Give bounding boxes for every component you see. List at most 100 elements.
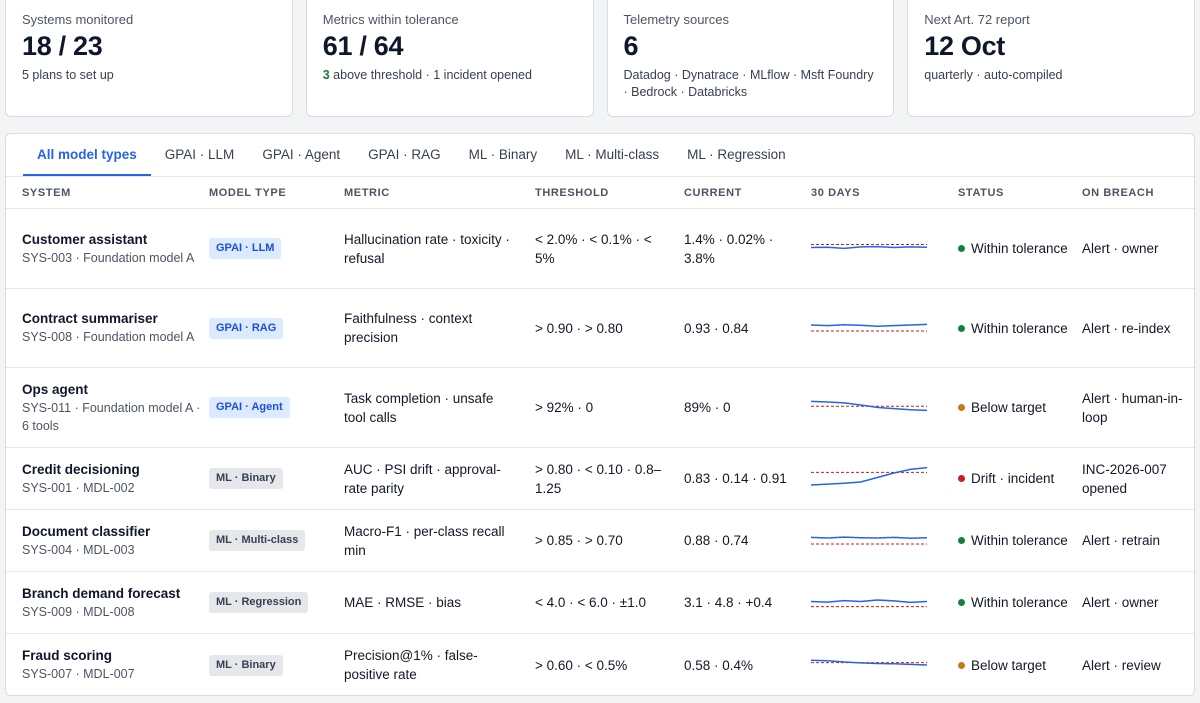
system-cell: Fraud scoring SYS-007 · MDL-007 xyxy=(22,634,202,695)
model-type-badge: ML · Regression xyxy=(209,592,309,613)
tab-ml-binary[interactable]: ML · Binary xyxy=(468,147,538,162)
status-dot-icon xyxy=(958,537,965,544)
status-dot-icon xyxy=(958,404,965,411)
sparkline-cell xyxy=(811,448,941,509)
trend-line xyxy=(811,400,927,411)
system-cell: Contract summariser SYS-008 · Foundation … xyxy=(22,289,202,367)
on-breach-cell: Alert · owner xyxy=(1082,595,1159,610)
model-type-cell: GPAI · RAG xyxy=(209,289,339,367)
system-name[interactable]: Customer assistant xyxy=(22,231,148,247)
status-text: Within tolerance xyxy=(971,241,1068,256)
table-row[interactable]: Ops agent SYS-011 · Foundation model A · … xyxy=(6,368,1194,448)
tab-ml-multi-class[interactable]: ML · Multi-class xyxy=(565,147,660,162)
table-body: Customer assistant SYS-003 · Foundation m… xyxy=(6,209,1194,695)
table-row[interactable]: Fraud scoring SYS-007 · MDL-007 ML · Binar… xyxy=(6,634,1194,695)
tab-gpai-llm[interactable]: GPAI · LLM xyxy=(164,147,235,162)
current-cell: 0.83 · 0.14 · 0.91 xyxy=(684,471,787,486)
system-id: SYS-011 · Foundation model A · 6 tools xyxy=(22,400,201,433)
col-model-type[interactable]: MODEL TYPE xyxy=(209,187,287,199)
current-cell: 0.93 · 0.84 xyxy=(684,320,749,336)
col-30-days[interactable]: 30 DAYS xyxy=(811,187,861,199)
stat-telemetry-sources: Telemetry sources 6 Datadog · Dynatrace … xyxy=(606,0,895,117)
trend-line xyxy=(811,598,927,603)
col-current[interactable]: CURRENT xyxy=(684,187,742,199)
status-text: Drift · incident xyxy=(971,471,1055,486)
model-type-badge: ML · Binary xyxy=(209,468,283,489)
system-name[interactable]: Branch demand forecast xyxy=(22,585,181,601)
metric-cell: Faithfulness · context precision xyxy=(344,311,473,345)
status-text: Within tolerance xyxy=(971,320,1068,336)
tab-all-model-types[interactable]: All model types xyxy=(23,134,151,176)
system-id: SYS-007 · MDL-007 xyxy=(22,667,135,681)
status-cell: Within tolerance xyxy=(958,209,1076,288)
threshold-cell: > 0.85 · > 0.70 xyxy=(535,533,623,548)
sparkline-cell xyxy=(811,209,941,288)
tab-gpai-agent[interactable]: GPAI · Agent xyxy=(262,147,341,162)
tab-gpai-rag[interactable]: GPAI · RAG xyxy=(368,147,441,162)
systems-panel: All model types GPAI · LLM GPAI · Agent GPA… xyxy=(5,133,1195,696)
sparkline-cell xyxy=(811,634,941,695)
on-breach-cell: Alert · owner xyxy=(1082,241,1159,256)
trend-line xyxy=(811,659,927,666)
status-cell: Within tolerance xyxy=(958,289,1076,367)
system-cell: Branch demand forecast SYS-009 · MDL-008 xyxy=(22,572,202,633)
col-system[interactable]: SYSTEM xyxy=(22,187,71,199)
stat-sub: 5 plans to set up xyxy=(22,68,114,82)
stat-label: Next Art. 72 report xyxy=(924,12,1030,27)
sparkline-cell xyxy=(811,572,941,633)
model-type-cell: ML · Multi-class xyxy=(209,510,339,571)
system-id: SYS-008 · Foundation model A xyxy=(22,330,195,344)
model-type-badge: ML · Binary xyxy=(209,654,283,676)
summary-cards: Systems monitored 18 / 23 5 plans to set… xyxy=(5,0,1195,117)
stat-sub: Datadog · Dynatrace · MLflow · Msft Foun… xyxy=(623,68,874,99)
system-name[interactable]: Document classifier xyxy=(22,523,151,539)
col-metric[interactable]: METRIC xyxy=(344,187,390,199)
status-text: Below target xyxy=(971,400,1047,415)
model-type-cell: GPAI · LLM xyxy=(209,209,339,288)
stat-sub: 3 above threshold · 1 incident opened xyxy=(323,67,577,84)
current-cell: 1.4% · 0.02% · 3.8% xyxy=(684,231,774,266)
current-cell: 89% · 0 xyxy=(684,400,731,415)
system-name[interactable]: Contract summariser xyxy=(22,311,158,326)
threshold-cell: > 0.90 · > 0.80 xyxy=(535,320,623,336)
model-type-tabs: All model types GPAI · LLM GPAI · Agent GPA… xyxy=(6,134,1194,177)
system-name[interactable]: Fraud scoring xyxy=(22,648,113,663)
status-cell: Within tolerance xyxy=(958,510,1076,571)
status-dot-icon xyxy=(958,599,965,606)
stat-systems-monitored: Systems monitored 18 / 23 5 plans to set… xyxy=(5,0,293,117)
sparkline-30-days xyxy=(811,323,927,332)
metric-cell: Task completion · unsafe tool calls xyxy=(344,390,494,425)
table-row[interactable]: Branch demand forecast SYS-009 · MDL-008 M… xyxy=(6,572,1194,634)
status-dot-icon xyxy=(958,324,965,332)
tab-ml-regression[interactable]: ML · Regression xyxy=(687,147,786,162)
table-row[interactable]: Customer assistant SYS-003 · Foundation m… xyxy=(6,209,1194,289)
table-row[interactable]: Contract summariser SYS-008 · Foundation … xyxy=(6,289,1194,368)
col-status[interactable]: STATUS xyxy=(958,187,1004,199)
table-row[interactable]: Document classifier SYS-004 · MDL-003 ML ·… xyxy=(6,510,1194,572)
trend-line xyxy=(811,323,927,327)
sparkline-30-days xyxy=(811,243,927,249)
stat-value: 61 / 64 xyxy=(322,31,404,61)
system-name[interactable]: Credit decisioning xyxy=(22,461,140,477)
sparkline-30-days xyxy=(811,659,927,666)
system-id: SYS-003 · Foundation model A xyxy=(22,250,195,265)
system-id: SYS-004 · MDL-003 xyxy=(22,542,135,557)
col-on-breach[interactable]: ON BREACH xyxy=(1082,187,1155,199)
status-cell: Within tolerance xyxy=(958,572,1076,633)
table-row[interactable]: Credit decisioning SYS-001 · MDL-002 ML · … xyxy=(6,448,1194,510)
table-header: SYSTEM MODEL TYPE METRIC THRESHOLD CURRE… xyxy=(6,177,1194,209)
model-type-cell: ML · Binary xyxy=(209,634,339,695)
system-cell: Ops agent SYS-011 · Foundation model A · … xyxy=(22,368,202,447)
system-cell: Customer assistant SYS-003 · Foundation m… xyxy=(22,209,202,288)
status-cell: Drift · incident xyxy=(958,448,1076,509)
trend-line xyxy=(811,245,927,249)
on-breach-cell: Alert · re-index xyxy=(1082,320,1171,336)
sparkline-30-days xyxy=(811,598,927,607)
system-name[interactable]: Ops agent xyxy=(22,381,89,397)
stat-label: Telemetry sources xyxy=(623,12,729,27)
model-type-cell: GPAI · Agent xyxy=(209,368,339,447)
status-cell: Below target xyxy=(958,368,1076,447)
col-threshold[interactable]: THRESHOLD xyxy=(535,187,609,199)
on-breach-cell: Alert · retrain xyxy=(1082,533,1161,548)
stat-value: 12 Oct xyxy=(924,31,1005,61)
